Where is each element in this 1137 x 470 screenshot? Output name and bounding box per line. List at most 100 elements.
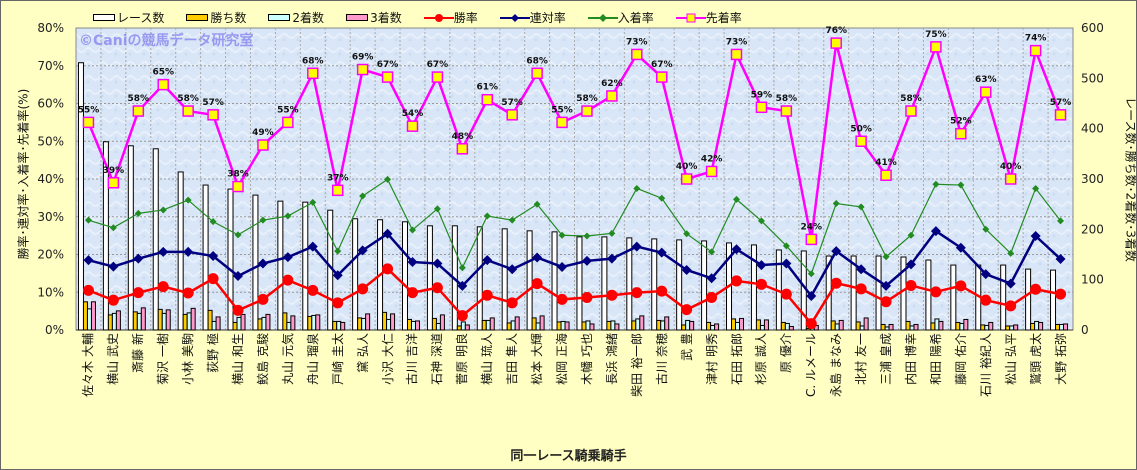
bar-thirds <box>165 309 171 331</box>
point-nyuchaku-rate <box>558 231 566 239</box>
point-senchaku-rate <box>1054 109 1067 121</box>
point-senchaku-rate <box>132 105 145 117</box>
bar-races <box>202 184 209 331</box>
data-label-senchaku-rate: 67% <box>651 60 673 70</box>
bar-seconds <box>610 320 616 331</box>
bar-wins <box>755 319 761 331</box>
bar-thirds <box>390 313 396 331</box>
bar-wins <box>930 322 936 331</box>
bar-thirds <box>514 316 520 331</box>
point-senchaku-rate <box>930 41 942 53</box>
bar-seconds <box>759 324 765 331</box>
legend-swatch <box>268 14 291 21</box>
bar-races <box>227 188 234 331</box>
data-label-senchaku-rate: 62% <box>601 79 623 89</box>
bar-wins <box>357 317 363 331</box>
point-win-rate <box>1030 283 1042 295</box>
point-rentai-rate <box>905 259 916 270</box>
point-win-rate <box>731 275 743 287</box>
point-rentai-rate <box>332 270 343 281</box>
x-tick-label: 杉原 誠人 <box>754 333 769 385</box>
data-label-senchaku-rate: 67% <box>427 60 449 70</box>
bar-seconds <box>834 323 840 331</box>
bar-races <box>1025 268 1032 331</box>
bar-seconds <box>735 321 741 331</box>
point-rentai-rate <box>133 253 144 264</box>
data-label-senchaku-rate: 67% <box>377 60 399 70</box>
y-tick-left: 30% <box>37 210 64 224</box>
point-nyuchaku-rate <box>807 270 815 278</box>
data-label-senchaku-rate: 41% <box>875 158 897 168</box>
bar-wins <box>1055 323 1061 331</box>
point-rentai-rate <box>856 264 867 275</box>
point-rentai-rate <box>432 258 443 269</box>
data-label-senchaku-rate: 57% <box>202 98 224 108</box>
point-senchaku-rate <box>830 37 842 49</box>
point-win-rate <box>406 287 418 299</box>
point-rentai-rate <box>357 245 368 256</box>
point-rentai-rate <box>606 253 617 264</box>
data-label-senchaku-rate: 69% <box>352 53 374 63</box>
legend-label: 先着率 <box>705 11 742 25</box>
x-tick-label: 荻野 極 <box>206 333 221 373</box>
y-tick-right: 500 <box>1081 71 1104 85</box>
bar-races <box>626 237 633 331</box>
line-nyuchaku-rate <box>88 178 1062 275</box>
legend-label: 2着数 <box>292 11 325 25</box>
bar-thirds <box>888 323 894 331</box>
line-rentai-rate <box>88 229 1062 299</box>
bar-races <box>651 238 658 331</box>
point-senchaku-rate <box>955 127 967 140</box>
point-rentai-rate <box>407 257 418 268</box>
point-nyuchaku-rate <box>159 206 167 214</box>
legend-line-marker <box>423 13 454 22</box>
bar-seconds <box>510 320 516 331</box>
legend-item: 連対率 <box>499 9 566 26</box>
point-nyuchaku-rate <box>708 248 716 256</box>
point-win-rate <box>905 279 917 291</box>
point-senchaku-rate <box>730 48 743 61</box>
data-label-senchaku-rate: 49% <box>252 128 274 138</box>
point-win-rate <box>282 274 294 286</box>
point-win-rate <box>182 287 194 299</box>
x-tick-label: 横山 武史 <box>106 333 121 385</box>
data-label-senchaku-rate: 40% <box>676 162 698 172</box>
x-tick-label: 古川 奈穂 <box>654 333 669 385</box>
point-nyuchaku-rate <box>658 194 666 202</box>
bar-thirds <box>664 316 670 331</box>
legend-label: 連対率 <box>529 11 566 25</box>
point-senchaku-rate <box>606 90 618 102</box>
bar-wins <box>905 320 911 331</box>
bar-races <box>576 236 583 331</box>
point-senchaku-rate <box>107 177 120 189</box>
x-tick-label: 大野 拓弥 <box>1053 333 1068 385</box>
point-senchaku-rate <box>705 165 718 178</box>
bar-wins <box>706 321 712 331</box>
point-win-rate <box>855 283 867 295</box>
data-label-senchaku-rate: 63% <box>975 75 997 85</box>
x-tick-label: 菊沢 一樹 <box>156 333 171 385</box>
bar-wins <box>980 324 986 331</box>
point-nyuchaku-rate <box>508 216 516 224</box>
data-label-senchaku-rate: 24% <box>801 222 823 232</box>
bar-thirds <box>689 320 695 331</box>
point-senchaku-rate <box>755 101 768 114</box>
bar-seconds <box>585 320 591 331</box>
point-win-rate <box>780 288 792 300</box>
bar-wins <box>82 301 88 331</box>
bar-races <box>476 226 483 331</box>
x-tick-label: 永島 まなみ <box>829 333 844 397</box>
bar-seconds <box>286 321 292 331</box>
bar-wins <box>282 312 288 331</box>
bar-seconds <box>161 312 167 331</box>
x-tick-label: 北村 友一 <box>854 333 869 385</box>
bar-seconds <box>261 316 267 331</box>
bar-seconds <box>1034 320 1040 331</box>
bar-wins <box>656 319 662 331</box>
point-nyuchaku-rate <box>433 205 441 213</box>
bar-thirds <box>863 317 869 331</box>
bar-thirds <box>414 320 420 331</box>
point-senchaku-rate <box>331 184 344 197</box>
legend-swatch <box>186 14 209 21</box>
x-tick-label: 内田 博幸 <box>903 333 918 385</box>
